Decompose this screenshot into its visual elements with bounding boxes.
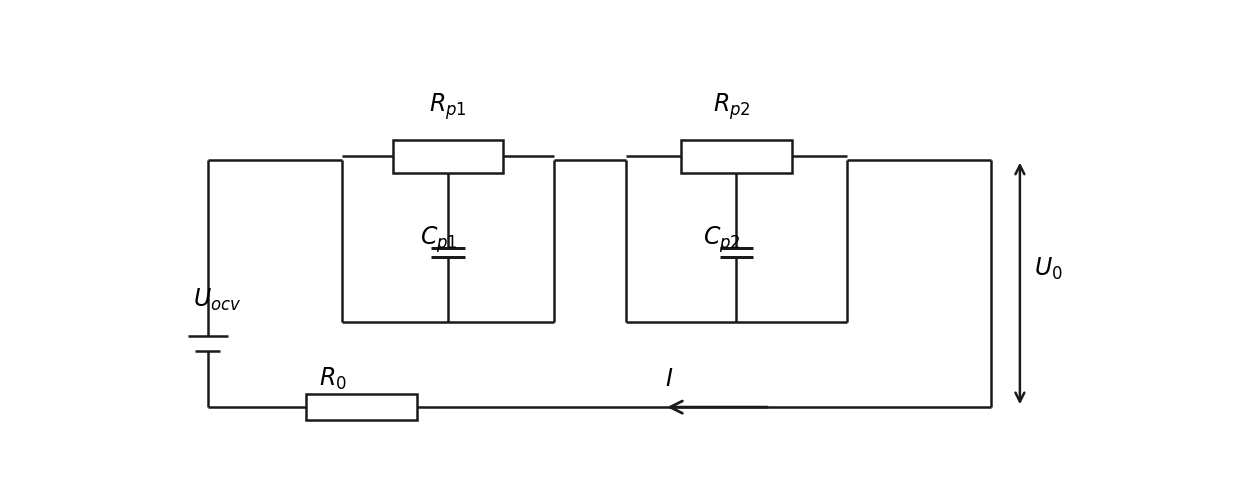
Text: $C_{p1}$: $C_{p1}$: [419, 224, 458, 255]
Text: $R_{p1}$: $R_{p1}$: [429, 91, 467, 122]
Text: $C_{p2}$: $C_{p2}$: [703, 224, 742, 255]
Text: $R_{p2}$: $R_{p2}$: [713, 91, 750, 122]
Text: $U_{ocv}$: $U_{ocv}$: [193, 286, 242, 312]
FancyBboxPatch shape: [306, 394, 417, 420]
FancyBboxPatch shape: [681, 141, 791, 173]
FancyBboxPatch shape: [393, 141, 503, 173]
Text: $I$: $I$: [665, 366, 673, 390]
Text: $R_0$: $R_0$: [319, 365, 347, 391]
Text: $U_0$: $U_0$: [1034, 256, 1063, 282]
